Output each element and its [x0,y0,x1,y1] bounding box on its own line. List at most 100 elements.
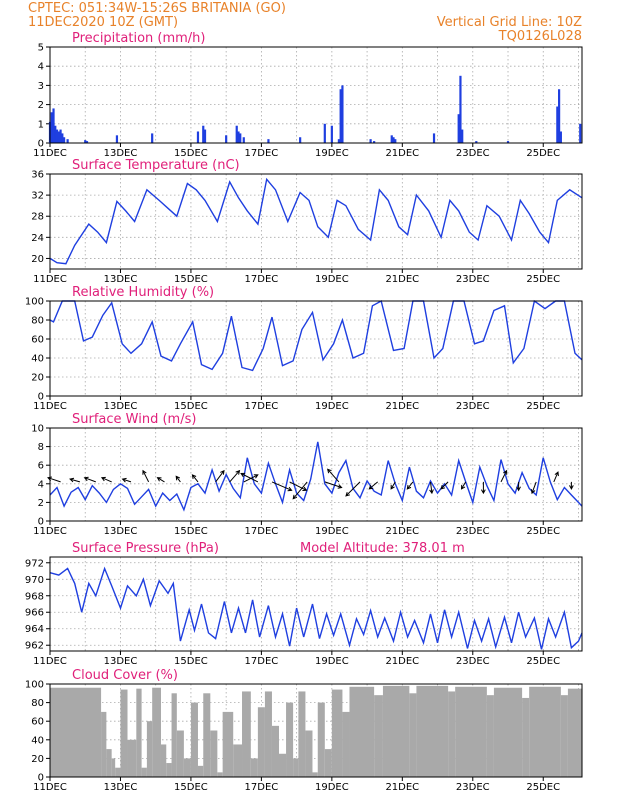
y-tick-label: 8 [38,442,44,453]
precip-bar [323,123,326,143]
panel-title: Precipitation (mm/h) [72,31,205,46]
cloud-bar [279,753,287,777]
cloud-bar [210,730,218,777]
x-tick-label: 19DEC [315,401,349,412]
y-tick-label: 20 [31,754,44,765]
wind-vector-arrow [516,481,521,492]
panel-title: Cloud Cover (%) [72,668,178,683]
x-tick-label: 25DEC [526,656,560,667]
y-tick-label: 2 [38,100,44,111]
x-tick-label: 25DEC [526,274,560,285]
precip-bar [242,137,245,143]
cloud-bar [111,758,116,777]
precip-bar [559,131,562,143]
cloud-bar [257,707,265,777]
x-tick-label: 23DEC [456,274,490,285]
panel-title: Surface Pressure (hPa) [72,541,219,556]
precip-bar [55,129,59,143]
cloud-bar [141,767,147,777]
x-tick-label: 19DEC [315,148,349,159]
series-line [49,441,583,512]
y-tick-label: 0 [38,139,44,150]
cloud-bar [493,687,523,777]
precip-bar [337,139,341,143]
precip-bar [59,129,62,143]
x-tick-label: 11DEC [33,148,67,159]
precip-bar [50,112,53,143]
header-run-time: 11DEC2020 10Z (GMT) [28,15,178,30]
panel-subtitle: Model Altitude: 378.01 m [300,541,465,556]
y-tick-label: 20 [31,373,44,384]
x-tick-label: 11DEC [33,526,67,537]
x-tick-label: 25DEC [526,401,560,412]
precip-bar [151,133,154,143]
cloud-bar [529,686,561,777]
x-tick-label: 17DEC [245,148,279,159]
cloud-bar [183,758,191,777]
wind-vector-arrow [191,474,199,483]
cloud-bar [190,702,198,777]
y-tick-label: 36 [31,170,44,181]
series-line [49,299,583,372]
precip-bar [196,131,200,143]
wind-vector-arrow [121,477,132,483]
x-tick-label: 15DEC [174,526,208,537]
wind-vector-arrow [229,469,241,483]
cloud-bar [305,730,313,777]
x-tick-label: 17DEC [245,526,279,537]
x-tick-label: 21DEC [385,526,419,537]
panel-title: Relative Humidity (%) [72,285,214,300]
cloud-bar [382,685,410,777]
cloud-bar [166,763,172,777]
wind-vector-arrow [327,468,340,483]
cloud-bar [298,691,306,777]
precip-bar [66,139,69,143]
y-tick-label: 964 [25,624,44,635]
wind-vector-arrow [175,475,181,483]
wind-vector-arrow [569,481,574,490]
x-tick-label: 25DEC [526,526,560,537]
x-tick-label: 21DEC [385,656,419,667]
precip-bar [394,139,397,143]
cloud-bar [448,691,456,777]
cloud-bar [522,697,530,777]
precip-bar [341,85,344,143]
precip-bar [339,89,342,143]
y-tick-label: 80 [31,316,44,327]
panel-title: Surface Temperature (nC) [72,158,240,173]
y-tick-label: 20 [31,254,44,265]
precip-bar [475,141,478,143]
wind-vector-arrow [368,481,379,490]
x-tick-label: 17DEC [245,274,279,285]
surface-wind-panel: 0 2 4 6 8 10 11DEC 13DEC 15DEC 17DEC 19DEC 21DEC 23D… [31,412,583,537]
x-tick-label: 13DEC [104,782,138,793]
wind-vector-arrow [324,481,343,489]
precip-bar [115,135,119,143]
x-tick-label: 25DEC [526,148,560,159]
wind-vector-arrow [142,469,150,483]
precip-bar [461,129,464,143]
x-tick-label: 13DEC [104,526,138,537]
cloud-bar [409,693,417,777]
precip-bar [457,114,460,143]
cloud-bar [50,687,102,777]
cloud-bar [160,744,167,777]
header-model-id: TQ0126L028 [498,29,582,44]
cloud-bar [331,689,343,777]
precip-bar [390,135,393,143]
x-tick-label: 21DEC [385,148,419,159]
cloud-bar [136,688,142,777]
x-tick-label: 13DEC [104,401,138,412]
x-tick-label: 11DEC [33,782,67,793]
surface-temperature-panel: 20 24 28 32 36 11DEC 13DEC 15DEC 17DEC 19DEC 21DEC… [31,158,583,285]
cloud-bar [317,702,325,777]
precip-bar [54,125,57,143]
cloud-bar [293,758,299,777]
precip-bar [373,141,376,143]
precip-bar [392,137,395,143]
y-tick-label: 40 [31,735,44,746]
plot-frame [49,173,583,270]
wind-vector-arrow [530,481,537,495]
precip-bar [237,131,240,143]
cloud-bar [312,772,318,777]
